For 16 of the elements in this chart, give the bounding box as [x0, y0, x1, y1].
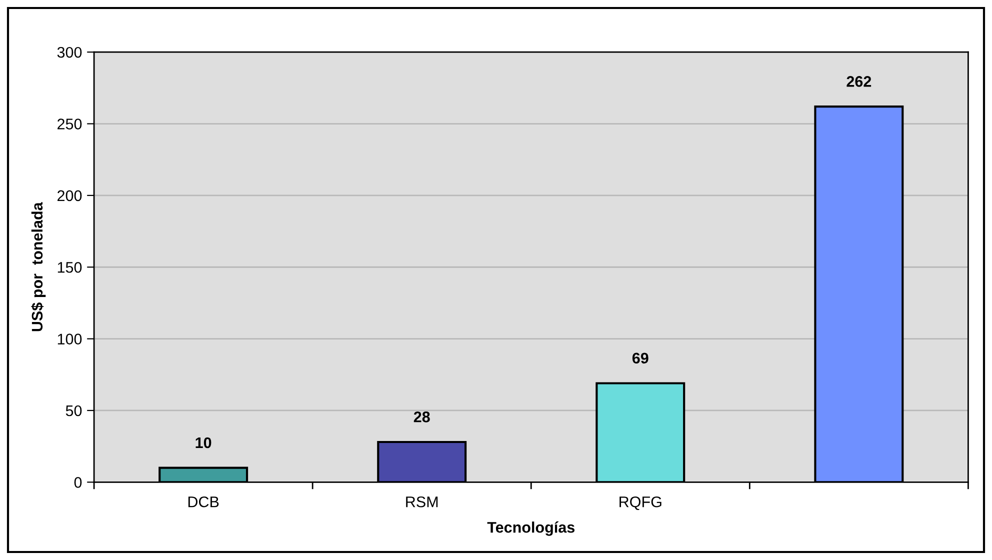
y-tick-label: 250 — [58, 118, 82, 130]
x-tick-label: DCB — [188, 496, 219, 508]
data-label: 69 — [632, 352, 648, 364]
y-tick-label: 300 — [57, 46, 82, 58]
x-axis-title: Tecnologías — [487, 521, 574, 536]
x-tick-label: RQFG — [620, 496, 662, 510]
data-label: 10 — [196, 437, 212, 448]
x-tick-label: RSM — [406, 496, 438, 508]
y-tick-label: 100 — [58, 334, 82, 344]
y-tick-label: 200 — [58, 190, 82, 202]
y-tick-label: 150 — [58, 262, 82, 273]
data-label: 28 — [414, 412, 430, 422]
y-tick-label: 50 — [66, 405, 82, 416]
y-tick-label: 0 — [74, 477, 82, 488]
y-axis-title: US$ por tonelada — [31, 202, 46, 332]
data-label: 262 — [846, 76, 872, 87]
